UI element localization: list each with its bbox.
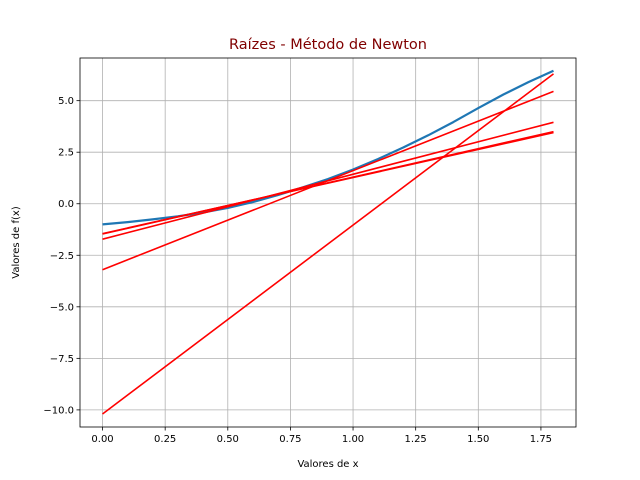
y-tick-label: 5.0 bbox=[58, 96, 74, 107]
tangent-line-5 bbox=[102, 131, 554, 235]
y-tick-label: 0.0 bbox=[58, 199, 74, 210]
grid bbox=[80, 58, 576, 427]
x-tick-label: 1.25 bbox=[405, 434, 427, 445]
axis-ticks: 0.00 0.25 0.50 0.75 1.00 1.25 1.50 1.75 −10.0 −7.… bbox=[43, 96, 552, 445]
x-tick-label: 1.50 bbox=[467, 434, 489, 445]
chart-title: Raízes - Método de Newton bbox=[229, 37, 427, 53]
y-tick-label: −7.5 bbox=[50, 354, 74, 365]
x-tick-label: 0.00 bbox=[91, 434, 113, 445]
x-tick-label: 1.00 bbox=[342, 434, 364, 445]
tangent-line-3 bbox=[102, 121, 554, 240]
x-tick-label: 0.25 bbox=[154, 434, 176, 445]
x-tick-label: 0.75 bbox=[279, 434, 301, 445]
y-tick-label: −10.0 bbox=[43, 405, 74, 416]
x-tick-label: 0.50 bbox=[217, 434, 239, 445]
y-tick-label: −5.0 bbox=[50, 302, 74, 313]
y-tick-label: 2.5 bbox=[58, 148, 74, 159]
plot-frame bbox=[79, 57, 577, 428]
tangent-line-1 bbox=[102, 73, 554, 415]
x-tick-label: 1.75 bbox=[530, 434, 552, 445]
y-tick-label: −2.5 bbox=[50, 251, 74, 262]
y-axis-label: Valores de f(x) bbox=[11, 206, 22, 279]
plot-lines bbox=[102, 69, 554, 415]
x-axis-label: Valores de x bbox=[297, 459, 358, 470]
